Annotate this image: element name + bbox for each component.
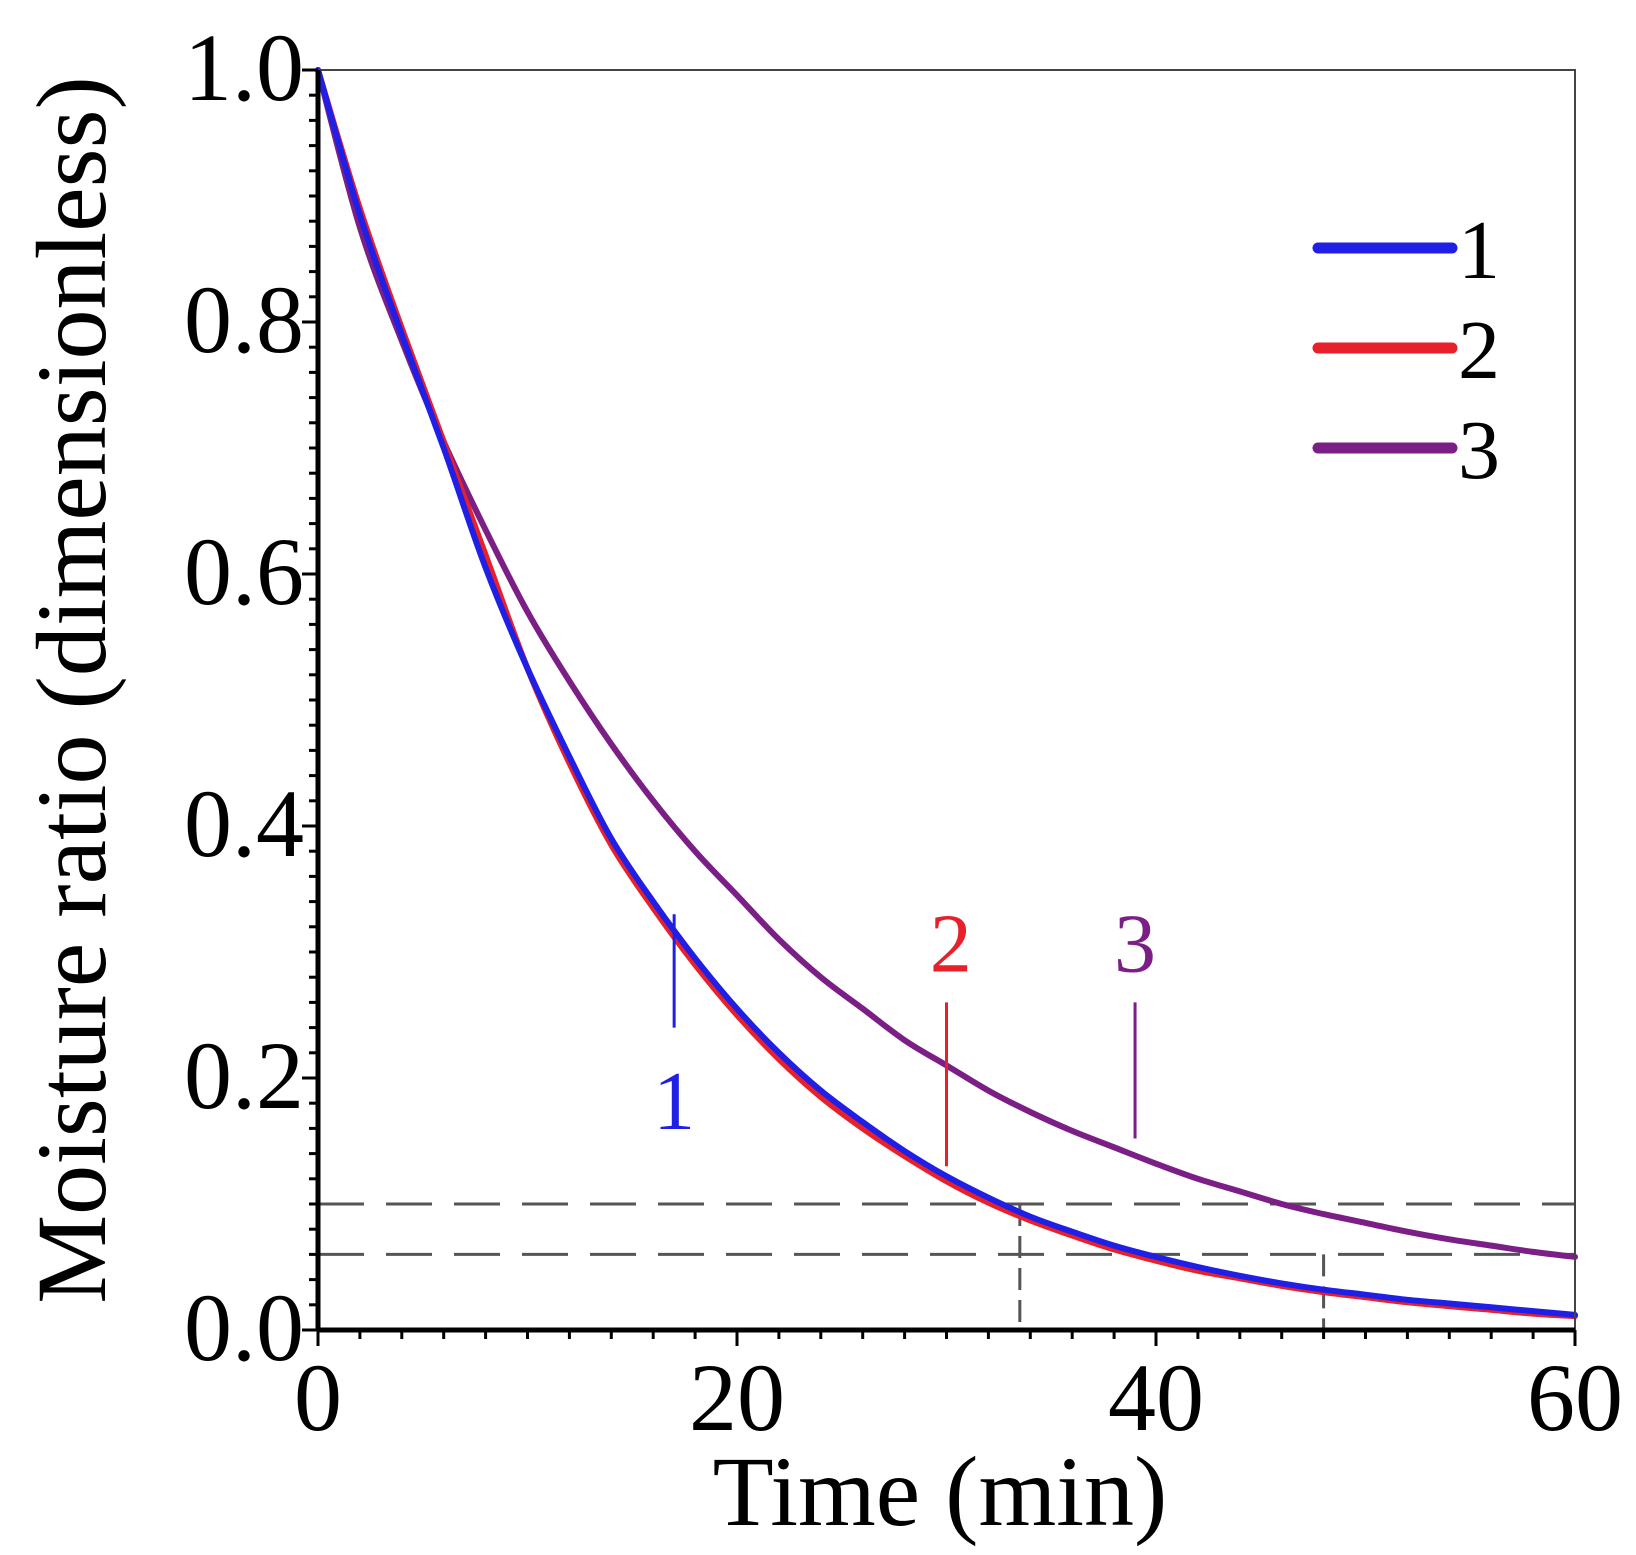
y-tick-label-0.6: 0.6	[184, 518, 304, 625]
x-tick-label-20: 20	[689, 1344, 785, 1451]
annotation-label-2: 2	[930, 897, 972, 990]
series-lines	[315, 67, 1578, 1320]
y-tick-label-0.4: 0.4	[184, 770, 304, 877]
y-tick-label-0.2: 0.2	[184, 1022, 304, 1129]
legend-label-2: 2	[1458, 304, 1500, 397]
curve-annotations: 1 2 3	[653, 897, 1156, 1167]
y-tick-label-1.0: 1.0	[184, 14, 304, 121]
y-tick-label-0.8: 0.8	[184, 266, 304, 373]
x-tick-label-0: 0	[294, 1344, 342, 1451]
x-tick-label-40: 40	[1108, 1344, 1204, 1451]
axis-ticks: 0 20 40 60 0.0 0.2 0.4 0.6 0.8 1.0	[184, 14, 1623, 1451]
annotation-label-3: 3	[1114, 897, 1156, 990]
legend: 123	[1312, 204, 1500, 497]
y-axis-title: Moisture ratio (dimensionless)	[16, 76, 127, 1304]
y-tick-label-0.0: 0.0	[184, 1274, 304, 1381]
series-line-1	[315, 67, 1578, 1318]
x-tick-label-60: 60	[1527, 1344, 1623, 1451]
x-axis-title: Time (min)	[713, 1436, 1168, 1547]
legend-label-3: 3	[1458, 404, 1500, 497]
series-line-3	[315, 67, 1578, 1260]
legend-label-1: 1	[1458, 204, 1500, 297]
annotation-label-1: 1	[653, 1055, 695, 1148]
